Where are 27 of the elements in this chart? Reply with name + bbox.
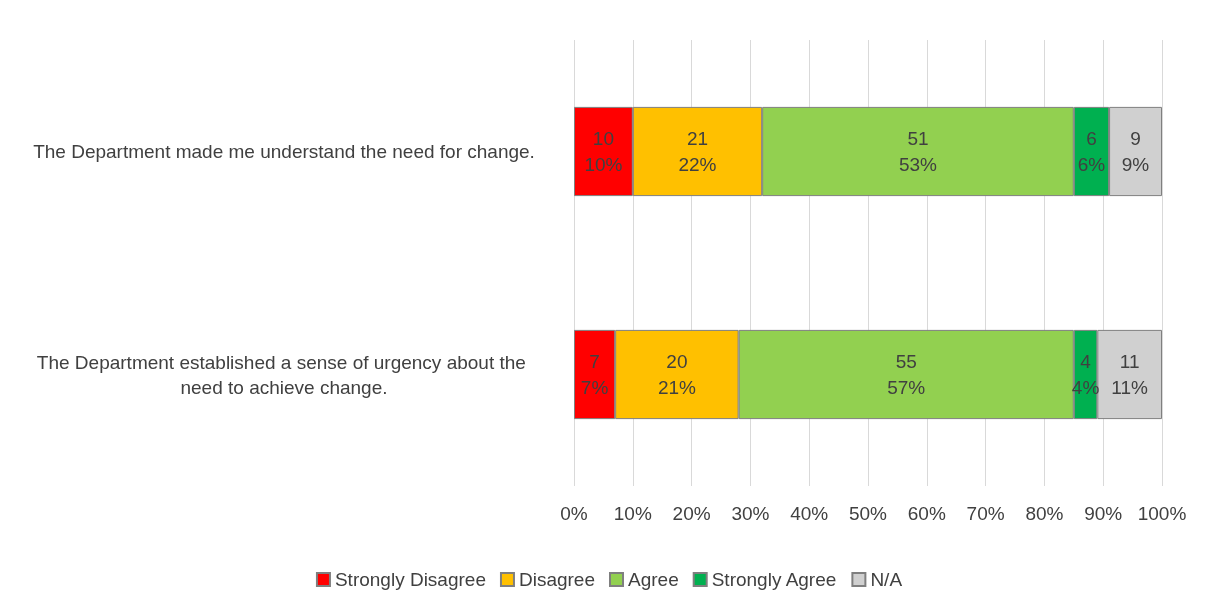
data-label: 6 6% [1077,128,1106,175]
data-label: 55 57% [887,351,926,398]
x-tick-label: 70% [966,503,1005,524]
data-label: 10 10% [584,128,623,175]
x-tick-label: 20% [672,503,711,524]
x-tick-label: 100% [1137,503,1187,524]
x-tick-label: 40% [790,503,829,524]
x-tick-label: 90% [1084,503,1123,524]
data-label: 9 9% [1121,128,1150,175]
legend-label: N/A [870,569,903,590]
x-tick-label: 30% [731,503,770,524]
legend-label: Disagree [518,569,596,590]
data-label: 11 11% [1111,351,1149,398]
data-label: 51 53% [898,128,938,175]
data-label: 7 7% [580,351,609,398]
y-tick-label: The Department made me understand the need for change. [33,141,535,162]
legend-label: Agree [628,569,679,590]
legend-label: Strongly Disagree [334,569,486,590]
y-tick-label: The Department established a sense of urgency about the need to achieve change. [36,351,532,398]
data-label: 20 21% [657,351,697,398]
x-tick-label: 10% [613,503,652,524]
x-tick-label: 60% [907,503,946,524]
x-tick-label: 0% [560,503,588,524]
data-label: 21 22% [678,128,717,175]
legend-label: Strongly Agree [711,569,837,590]
x-tick-label: 80% [1025,503,1064,524]
x-tick-label: 50% [848,503,888,524]
